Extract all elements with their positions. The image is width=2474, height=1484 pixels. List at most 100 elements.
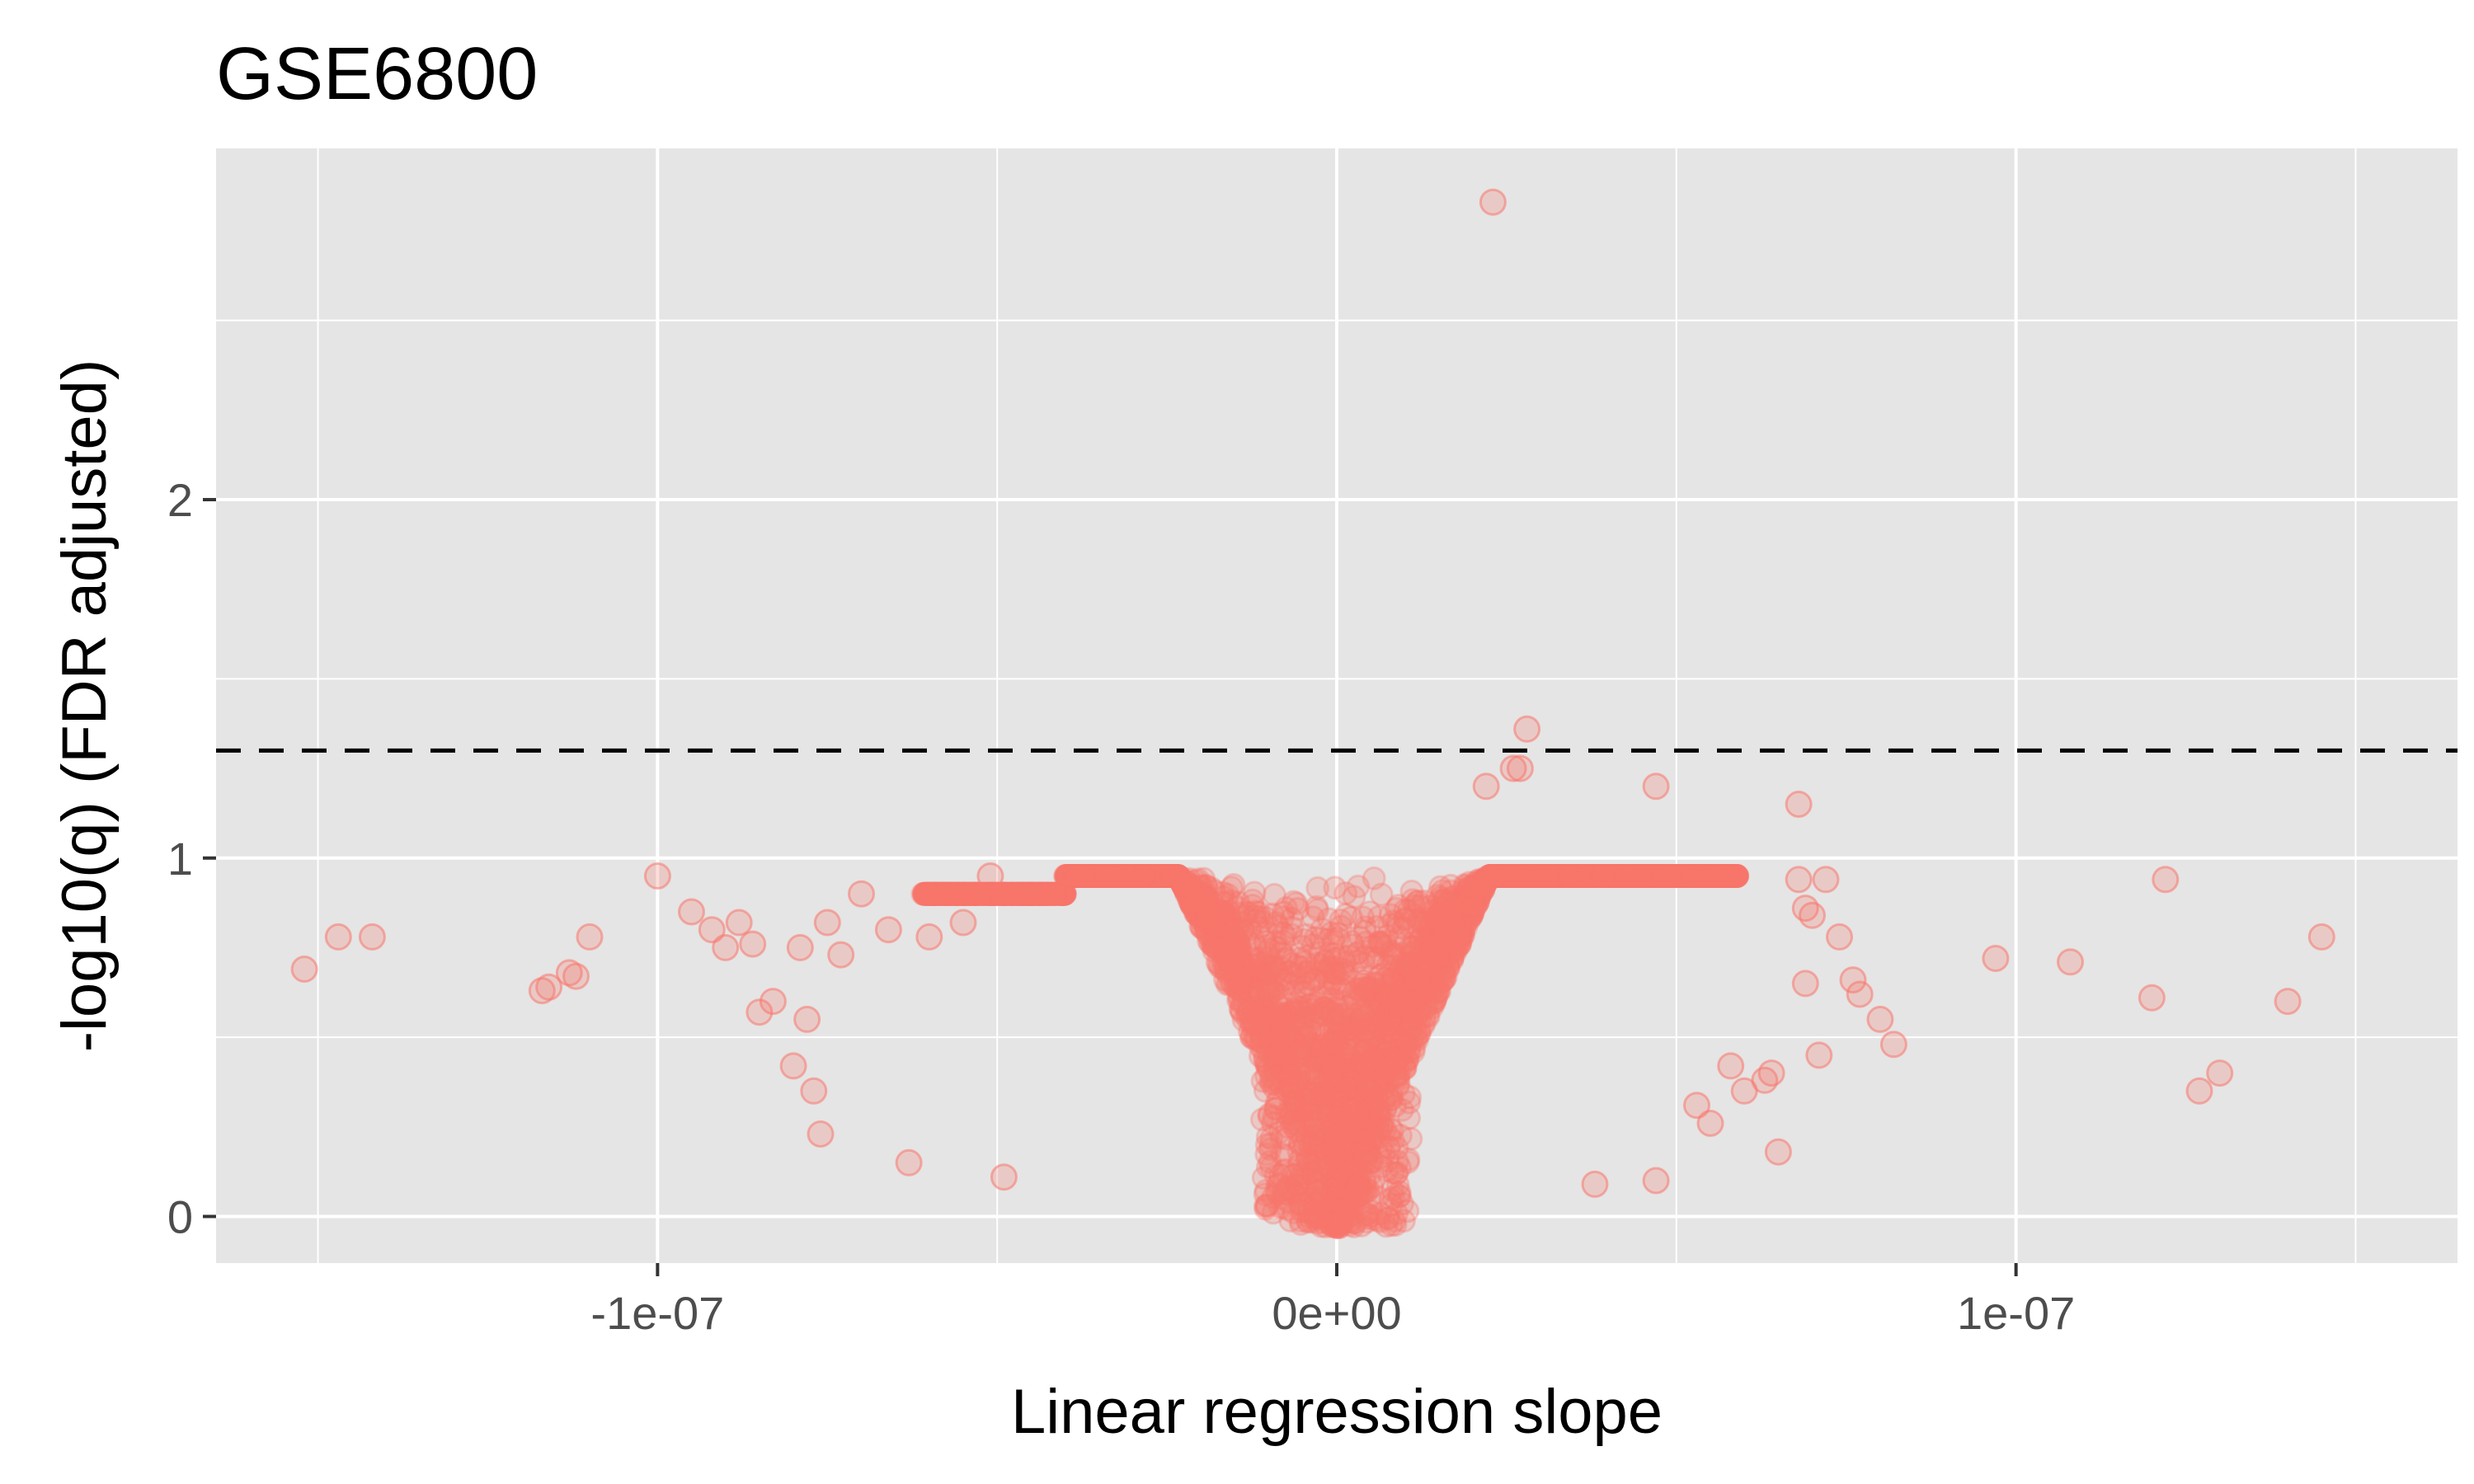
data-point: [1424, 907, 1449, 932]
data-point: [1200, 904, 1224, 929]
data-point: [1155, 864, 1180, 888]
data-point: [1416, 956, 1441, 981]
data-point: [1622, 864, 1647, 888]
data-point: [1764, 1138, 1792, 1166]
data-point: [1717, 1052, 1745, 1080]
data-point: [1076, 864, 1101, 888]
data-point: [1691, 864, 1715, 888]
data-point: [1302, 1148, 1327, 1173]
data-point: [1404, 1018, 1429, 1043]
data-point: [1204, 922, 1229, 946]
data-point: [1166, 864, 1191, 889]
data-point: [1570, 864, 1595, 888]
data-point: [933, 881, 957, 906]
data-point: [1305, 1165, 1330, 1190]
data-point: [1448, 922, 1472, 946]
data-point: [1284, 1069, 1309, 1094]
y-axis-title: -log10(q) (FDR adjusted): [49, 359, 120, 1053]
data-point: [1126, 864, 1151, 888]
data-point: [1014, 881, 1038, 906]
data-point: [938, 881, 963, 906]
data-point: [1686, 864, 1711, 888]
data-point: [1716, 864, 1740, 888]
data-point: [1296, 1056, 1321, 1081]
data-point: [1450, 921, 1475, 946]
data-point: [1371, 988, 1396, 1012]
data-point: [1108, 864, 1132, 888]
data-point: [1452, 907, 1477, 932]
data-point: [1341, 1078, 1366, 1103]
data-point: [1417, 974, 1442, 998]
data-point: [1522, 864, 1546, 888]
data-point: [1130, 864, 1155, 888]
data-point: [922, 881, 947, 906]
data-point: [1550, 864, 1574, 888]
data-point: [931, 881, 956, 906]
data-point: [1092, 864, 1117, 888]
data-point: [1117, 864, 1141, 888]
data-point: [1376, 985, 1401, 1010]
data-point: [1717, 864, 1741, 888]
data-point: [1247, 904, 1272, 929]
data-point: [1088, 864, 1112, 888]
data-point: [793, 1005, 821, 1033]
data-point: [1500, 864, 1525, 888]
data-point: [1056, 864, 1080, 888]
data-point: [1179, 892, 1204, 917]
data-point: [1038, 881, 1063, 906]
data-point: [1358, 998, 1383, 1023]
data-point: [1409, 956, 1434, 980]
data-point: [1506, 864, 1531, 888]
data-point: [1379, 1213, 1404, 1237]
data-point: [874, 916, 902, 944]
data-point: [1255, 977, 1280, 1002]
data-point: [1471, 876, 1496, 900]
data-point: [1531, 864, 1555, 888]
data-point: [1296, 971, 1320, 996]
data-point: [1309, 1001, 1333, 1026]
data-point: [1509, 864, 1534, 888]
data-point: [1324, 1146, 1348, 1171]
data-point: [1402, 894, 1427, 918]
data-point: [1099, 864, 1123, 888]
data-point: [1587, 864, 1612, 888]
data-point: [1403, 978, 1427, 1003]
data-point: [1208, 925, 1233, 950]
data-point: [1329, 1077, 1353, 1101]
data-point: [1021, 881, 1045, 906]
data-point: [1259, 1025, 1284, 1050]
data-point: [1436, 904, 1460, 929]
data-point: [1284, 953, 1309, 978]
data-point: [953, 881, 977, 906]
data-point: [2206, 1059, 2234, 1087]
data-point: [1708, 864, 1733, 888]
data-point: [1232, 969, 1257, 993]
data-point: [1009, 881, 1034, 906]
data-point: [1278, 1091, 1303, 1115]
data-point: [1356, 1028, 1380, 1053]
data-point: [1568, 864, 1592, 888]
data-point: [1710, 864, 1735, 888]
data-point: [1619, 864, 1644, 888]
data-point: [1250, 1024, 1275, 1049]
data-point: [1358, 1111, 1382, 1136]
data-point: [1021, 881, 1046, 906]
data-point: [1163, 864, 1187, 888]
data-point: [1070, 864, 1094, 888]
data-point: [1667, 864, 1692, 888]
data-point: [827, 941, 855, 969]
data-point: [1508, 864, 1533, 888]
data-point: [1551, 864, 1576, 888]
data-point: [1188, 898, 1213, 923]
data-point: [957, 881, 982, 906]
data-point: [1075, 864, 1099, 888]
data-point: [1489, 864, 1514, 888]
y-tick-label: 2: [167, 474, 193, 526]
data-point: [1407, 967, 1432, 992]
data-point: [1287, 1100, 1312, 1125]
data-point: [1567, 864, 1592, 888]
data-point: [1589, 864, 1614, 888]
data-point: [926, 881, 951, 906]
data-point: [1710, 864, 1734, 888]
data-point: [1572, 864, 1597, 888]
